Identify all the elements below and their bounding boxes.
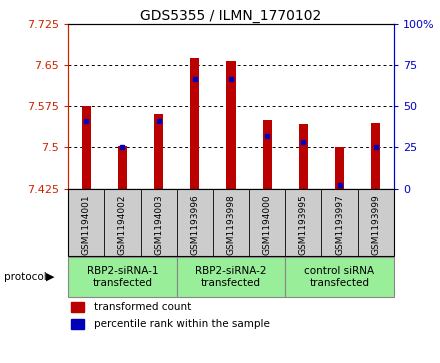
Text: GSM1194001: GSM1194001 [82,194,91,255]
Bar [118,146,127,189]
Text: GSM1193997: GSM1193997 [335,194,344,255]
Bar [71,302,84,312]
Bar [371,123,380,189]
Title: GDS5355 / ILMN_1770102: GDS5355 / ILMN_1770102 [140,9,322,23]
Bar [71,319,84,329]
Text: GSM1193998: GSM1193998 [227,194,235,255]
Text: transformed count: transformed count [94,302,191,312]
Bar [154,114,163,189]
Text: GSM1194000: GSM1194000 [263,194,271,255]
Text: percentile rank within the sample: percentile rank within the sample [94,319,270,329]
Bar [335,147,344,189]
Text: GSM1193996: GSM1193996 [191,194,199,255]
Text: RBP2-siRNA-2
transfected: RBP2-siRNA-2 transfected [195,266,267,287]
Bar [82,106,91,189]
FancyBboxPatch shape [285,257,394,297]
Bar [299,125,308,189]
FancyBboxPatch shape [68,257,177,297]
Bar [263,120,272,189]
Bar [227,61,235,189]
Text: RBP2-siRNA-1
transfected: RBP2-siRNA-1 transfected [87,266,158,287]
Bar [191,58,199,189]
Text: GSM1194003: GSM1194003 [154,194,163,255]
Text: ▶: ▶ [46,272,55,282]
Text: GSM1193995: GSM1193995 [299,194,308,255]
Text: GSM1194002: GSM1194002 [118,194,127,254]
Text: control siRNA
transfected: control siRNA transfected [304,266,374,287]
Text: GSM1193999: GSM1193999 [371,194,380,255]
Text: protocol: protocol [4,272,47,282]
FancyBboxPatch shape [177,257,285,297]
